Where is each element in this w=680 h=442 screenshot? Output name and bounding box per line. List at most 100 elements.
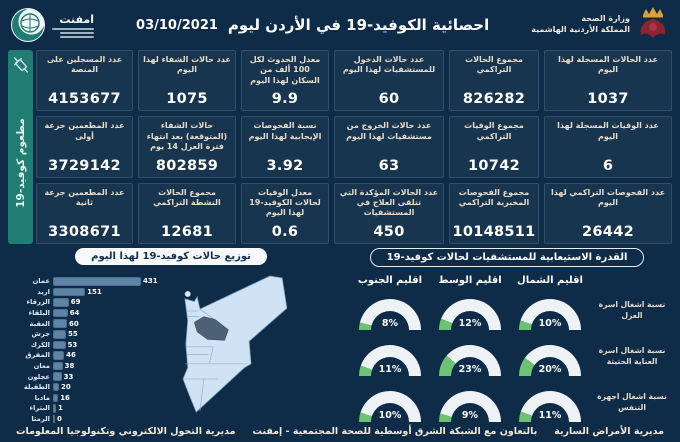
bar-row: المفرق 46 [12, 350, 158, 361]
bar [52, 393, 59, 403]
gauge-value: 23% [458, 364, 482, 375]
gauge-value: 8% [381, 318, 399, 329]
stat-value: 450 [373, 223, 405, 240]
gauge-row-label: نسبة اشغال اجهزة التنفس [597, 392, 667, 412]
stat-card: مجموع الوفيات التراكمي 10742 [449, 116, 539, 178]
emphnet-tagline-line [52, 27, 95, 30]
capacity-grid: اقليم الشمال اقليم الوسط اقليم الجنوب نسبة … [340, 271, 674, 426]
page-title: احصائية الكوفيد-19 في الأردن ليوم [227, 16, 490, 34]
gauge-value: 9% [461, 410, 479, 421]
stat-card: عدد المطعمين جرعة أولى 3729142 [36, 116, 133, 178]
moh-emblem-icon [640, 7, 666, 38]
gauge-arc: 23% [439, 345, 501, 376]
stat-label: عدد حالات الشفاء لهذا اليوم [143, 55, 231, 75]
stat-label: عدد المسجلين على المنصة [46, 55, 123, 75]
bar-value: 151 [87, 287, 102, 296]
stat-value: 802859 [155, 157, 219, 174]
stat-label: نسبة الفحوصات الإيجابية لهذا اليوم [248, 121, 322, 141]
bar [53, 308, 68, 318]
gauge-cell: 10% [350, 380, 430, 426]
bar [53, 330, 66, 339]
stat-card: معدل الحدوث لكل 100 ألف من السكان لهذا ا… [241, 50, 329, 112]
gauge-arc: 10% [359, 391, 421, 422]
bar-label: عجلون [27, 372, 50, 381]
footer-right: مديرية الأمراض السارية [554, 425, 664, 437]
bar-label: الزرقاء [26, 298, 50, 307]
gauge-value: 11% [378, 364, 402, 375]
bar-row: جرش 55 [12, 329, 158, 340]
bar-value: 1 [58, 404, 63, 413]
report-date: 03/10/2021 [136, 17, 218, 33]
stat-label: عدد حالات الدخول للمستشفيات لهذا اليوم [342, 55, 436, 75]
bar-value: 55 [67, 330, 78, 339]
case-distribution-panel: توزيع حالات كوفيد-19 لهذا اليوم عمان 431… [6, 248, 336, 423]
gauge-value: 10% [378, 410, 402, 421]
gauge-value: 10% [538, 318, 562, 329]
footer-center: بالتعاون مع الشبكة الشرق أوسطية للصحة ال… [252, 425, 538, 437]
gauge-arc: 11% [519, 391, 581, 422]
bar [53, 319, 67, 328]
gauge-arc: 10% [519, 299, 581, 330]
bar [53, 404, 56, 413]
bar [52, 351, 65, 360]
stat-value: 0.6 [271, 223, 299, 240]
bar-row: الطفيلة 20 [12, 382, 158, 393]
bar-value: 38 [64, 362, 75, 371]
bottom-section: القدرة الاستيعابية للمستشفيات لحالات كوف… [0, 244, 680, 423]
stat-card: عدد المطعمين جرعة ثانية 3308671 [36, 182, 133, 244]
stat-card: معدل الوفيات لحالات الكوفيد-19 لهذا اليو… [241, 182, 329, 244]
gauge-arc: 9% [439, 391, 501, 422]
stat-label: عدد الوفيات المسجلة لهذا اليوم [557, 121, 659, 141]
jordan-outline [182, 275, 288, 413]
stat-value: 26442 [582, 223, 634, 240]
stat-value: 60 [378, 91, 400, 108]
bar-row: معان 38 [12, 361, 158, 372]
stat-card: عدد الوفيات المسجلة لهذا اليوم 6 [544, 116, 672, 178]
stat-label: مجموع الحالات النشطة التراكمي [153, 187, 221, 208]
syringe-icon [13, 57, 28, 73]
bar-label: العقبة [29, 319, 50, 328]
emphnet-tagline-line [60, 31, 95, 34]
footer-left: مديرية التحول الالكتروني وتكنولوجيا المع… [16, 425, 236, 437]
gauge-cell: 9% [430, 380, 510, 426]
header: وزارة الصحة المملكة الأردنية الهاشمية اح… [0, 0, 680, 48]
stat-card: مجموع الحالات النشطة التراكمي 12681 [138, 182, 236, 244]
bar-row: البتراء 1 [12, 403, 158, 414]
bar [53, 372, 62, 381]
bar-label: اربد [37, 287, 50, 296]
stat-card: عدد الحالات المؤكدة التي تتلقى العلاج في… [334, 182, 444, 244]
capacity-title: القدرة الاستيعابية للمستشفيات لحالات كوف… [369, 248, 645, 267]
bar-label: البتراء [29, 404, 50, 413]
stat-value: 10742 [468, 157, 520, 174]
bar-row: اربد 151 [12, 287, 158, 298]
stat-value: 10148511 [452, 223, 536, 240]
region-header: اقليم الجنوب [357, 275, 423, 286]
emphnet-name: امفنت [59, 12, 95, 26]
gauge-row-label: نسبة اشغال اسرة العناية الحثيثة [598, 346, 666, 366]
stat-card: عدد حالات الدخول للمستشفيات لهذا اليوم 60 [334, 50, 444, 112]
gauge-cell: 11% [350, 334, 430, 380]
bar-row: الكرك 53 [12, 340, 158, 351]
bar-row: مادبا 16 [12, 393, 158, 404]
vaccination-section: عدد المسجلين على المنصة 4153677 عدد المطع… [8, 50, 133, 244]
bar-label: الكرك [30, 340, 50, 349]
page-title-block: احصائية الكوفيد-19 في الأردن ليوم 03/10/… [136, 16, 489, 34]
stat-card: عدد حالات الخروج من مستشفيات لهذا اليوم 6… [334, 116, 444, 178]
stat-label: مجموع الحالات التراكمي [465, 55, 523, 75]
stat-label: عدد الفحوصات التراكمي لهذا اليوم [550, 187, 666, 208]
bar-value: 431 [143, 277, 158, 286]
stat-card: حالات الشفاء (المتوقعة) بعد انتهاء فترة … [138, 116, 236, 178]
gauge-arc: 8% [359, 299, 421, 330]
emphnet-tagline-line [60, 35, 95, 38]
bar-label: المفرق [25, 351, 50, 360]
emphnet-globe-icon [11, 8, 46, 42]
stat-card: مجموع الفحوصات المخبرية التراكمي 10148511 [449, 182, 539, 244]
vaccine-strip: مطعوم كوفيد-19 [8, 50, 33, 244]
stat-card: عدد الفحوصات التراكمي لهذا اليوم 26442 [544, 182, 672, 244]
bar [53, 340, 66, 350]
amman-region-highlight [193, 316, 229, 341]
gauge-arc: 11% [359, 345, 421, 376]
gauge-arc: 20% [519, 345, 581, 376]
gauge-value: 12% [458, 318, 482, 329]
